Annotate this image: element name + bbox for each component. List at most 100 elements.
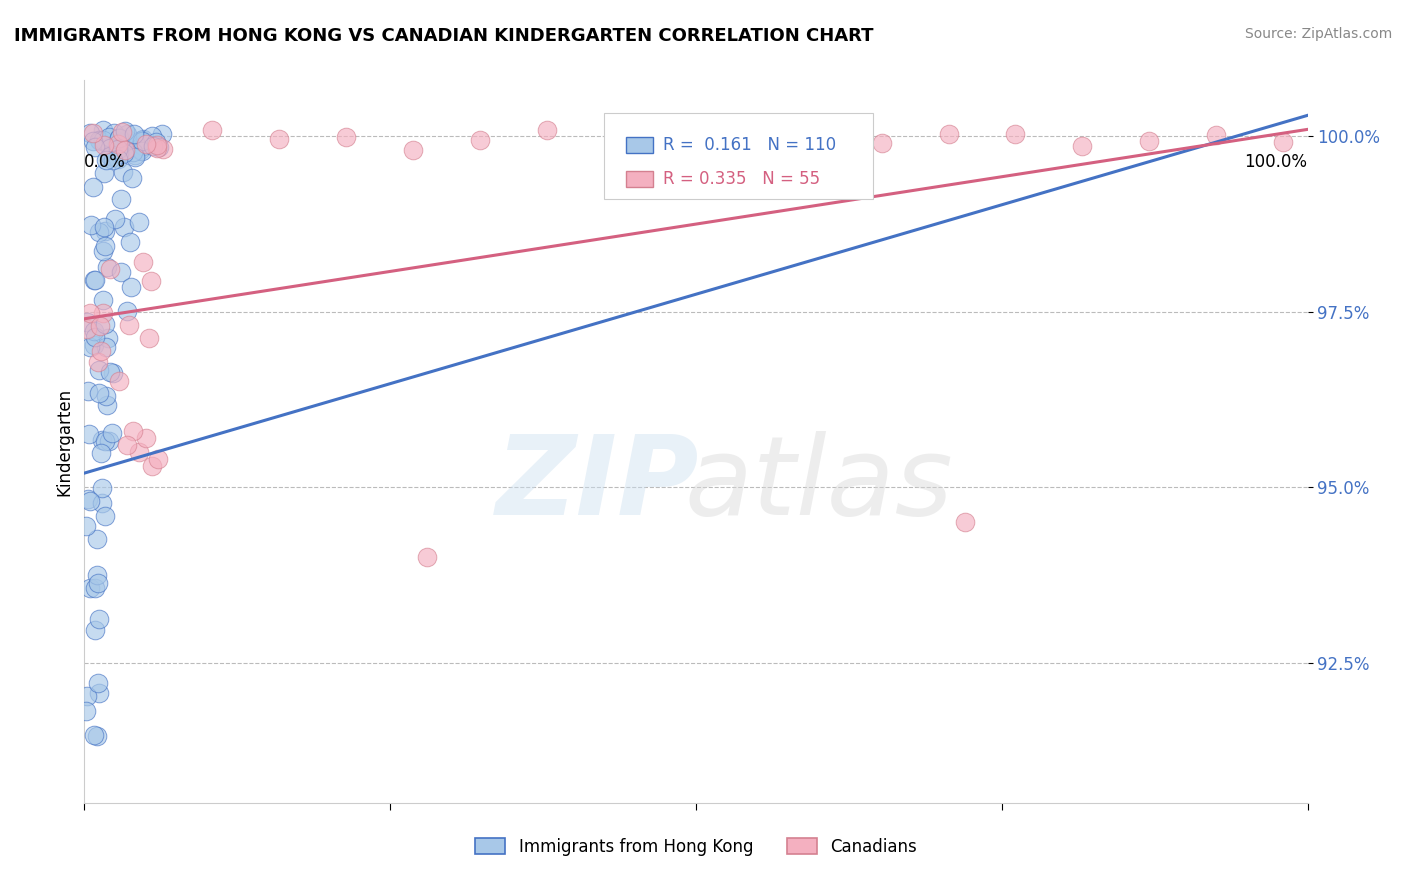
Point [103,153,125,167]
Point [96,260,118,274]
Point [86,568,108,582]
Point [96,340,118,354]
Point [108,146,131,161]
Point [100,425,122,440]
Point [84,623,107,637]
Point [953,515,976,529]
Point [115,131,138,145]
Y-axis label: Kindergarten: Kindergarten [55,387,73,496]
Point [82,180,104,194]
Point [335,130,357,145]
Point [146,138,169,153]
Point [83,337,105,351]
Point [146,452,169,467]
Point [93,133,115,147]
Point [75,705,97,719]
Point [86,576,108,591]
Point [121,171,143,186]
Text: ZIP: ZIP [496,432,700,539]
Point [87,385,110,400]
Point [128,134,150,148]
Point [124,127,146,141]
Point [135,137,157,152]
Point [110,265,132,279]
Point [75,519,97,533]
Point [83,330,105,344]
Point [142,139,165,153]
Point [115,127,138,141]
Point [1004,127,1026,141]
Point [82,134,104,148]
Point [103,126,125,140]
Point [118,136,141,150]
Point [79,126,101,140]
Point [89,319,111,334]
Point [96,153,118,167]
Point [93,123,115,137]
Point [97,331,120,345]
Text: Source: ZipAtlas.com: Source: ZipAtlas.com [1244,27,1392,41]
Point [89,133,111,147]
Legend: Immigrants from Hong Kong, Canadians: Immigrants from Hong Kong, Canadians [475,838,917,856]
Point [402,144,425,158]
Point [111,125,134,139]
Point [141,128,163,143]
Point [101,366,124,380]
Point [107,136,129,151]
Point [89,612,111,626]
Point [468,133,491,147]
Point [86,532,108,546]
Point [152,143,174,157]
Point [86,729,108,743]
Point [97,130,120,145]
Point [112,219,135,234]
Point [131,138,153,153]
Point [122,145,145,159]
Point [87,355,110,369]
Point [114,143,136,157]
Point [97,434,120,448]
Point [128,445,150,459]
Point [803,123,825,137]
Point [1137,134,1160,148]
Point [80,218,103,232]
Point [100,147,122,161]
Point [94,389,117,403]
Point [141,274,163,288]
Point [131,144,153,158]
Point [93,138,115,153]
Point [90,344,112,359]
Point [112,146,135,161]
Text: R =  0.161   N = 110: R = 0.161 N = 110 [664,136,837,153]
Point [110,192,132,206]
Point [104,212,127,227]
Point [138,331,160,345]
Bar [626,136,654,153]
Point [77,491,100,506]
Text: atlas: atlas [683,432,953,539]
Point [269,132,291,146]
Text: 0.0%: 0.0% [84,153,127,170]
Point [132,131,155,145]
Point [122,424,145,438]
Point [93,238,115,252]
Point [737,134,759,148]
Point [603,136,626,150]
Point [107,374,129,388]
Point [76,321,98,335]
Point [83,273,105,287]
Point [76,689,98,703]
Point [79,340,101,354]
Point [77,384,100,398]
Point [124,150,146,164]
Point [120,280,142,294]
Point [77,427,100,442]
Point [91,433,114,447]
Point [112,135,135,149]
Point [115,438,138,452]
Point [86,676,108,690]
Point [150,128,173,142]
Point [111,165,134,179]
Point [128,215,150,229]
Point [129,144,152,158]
